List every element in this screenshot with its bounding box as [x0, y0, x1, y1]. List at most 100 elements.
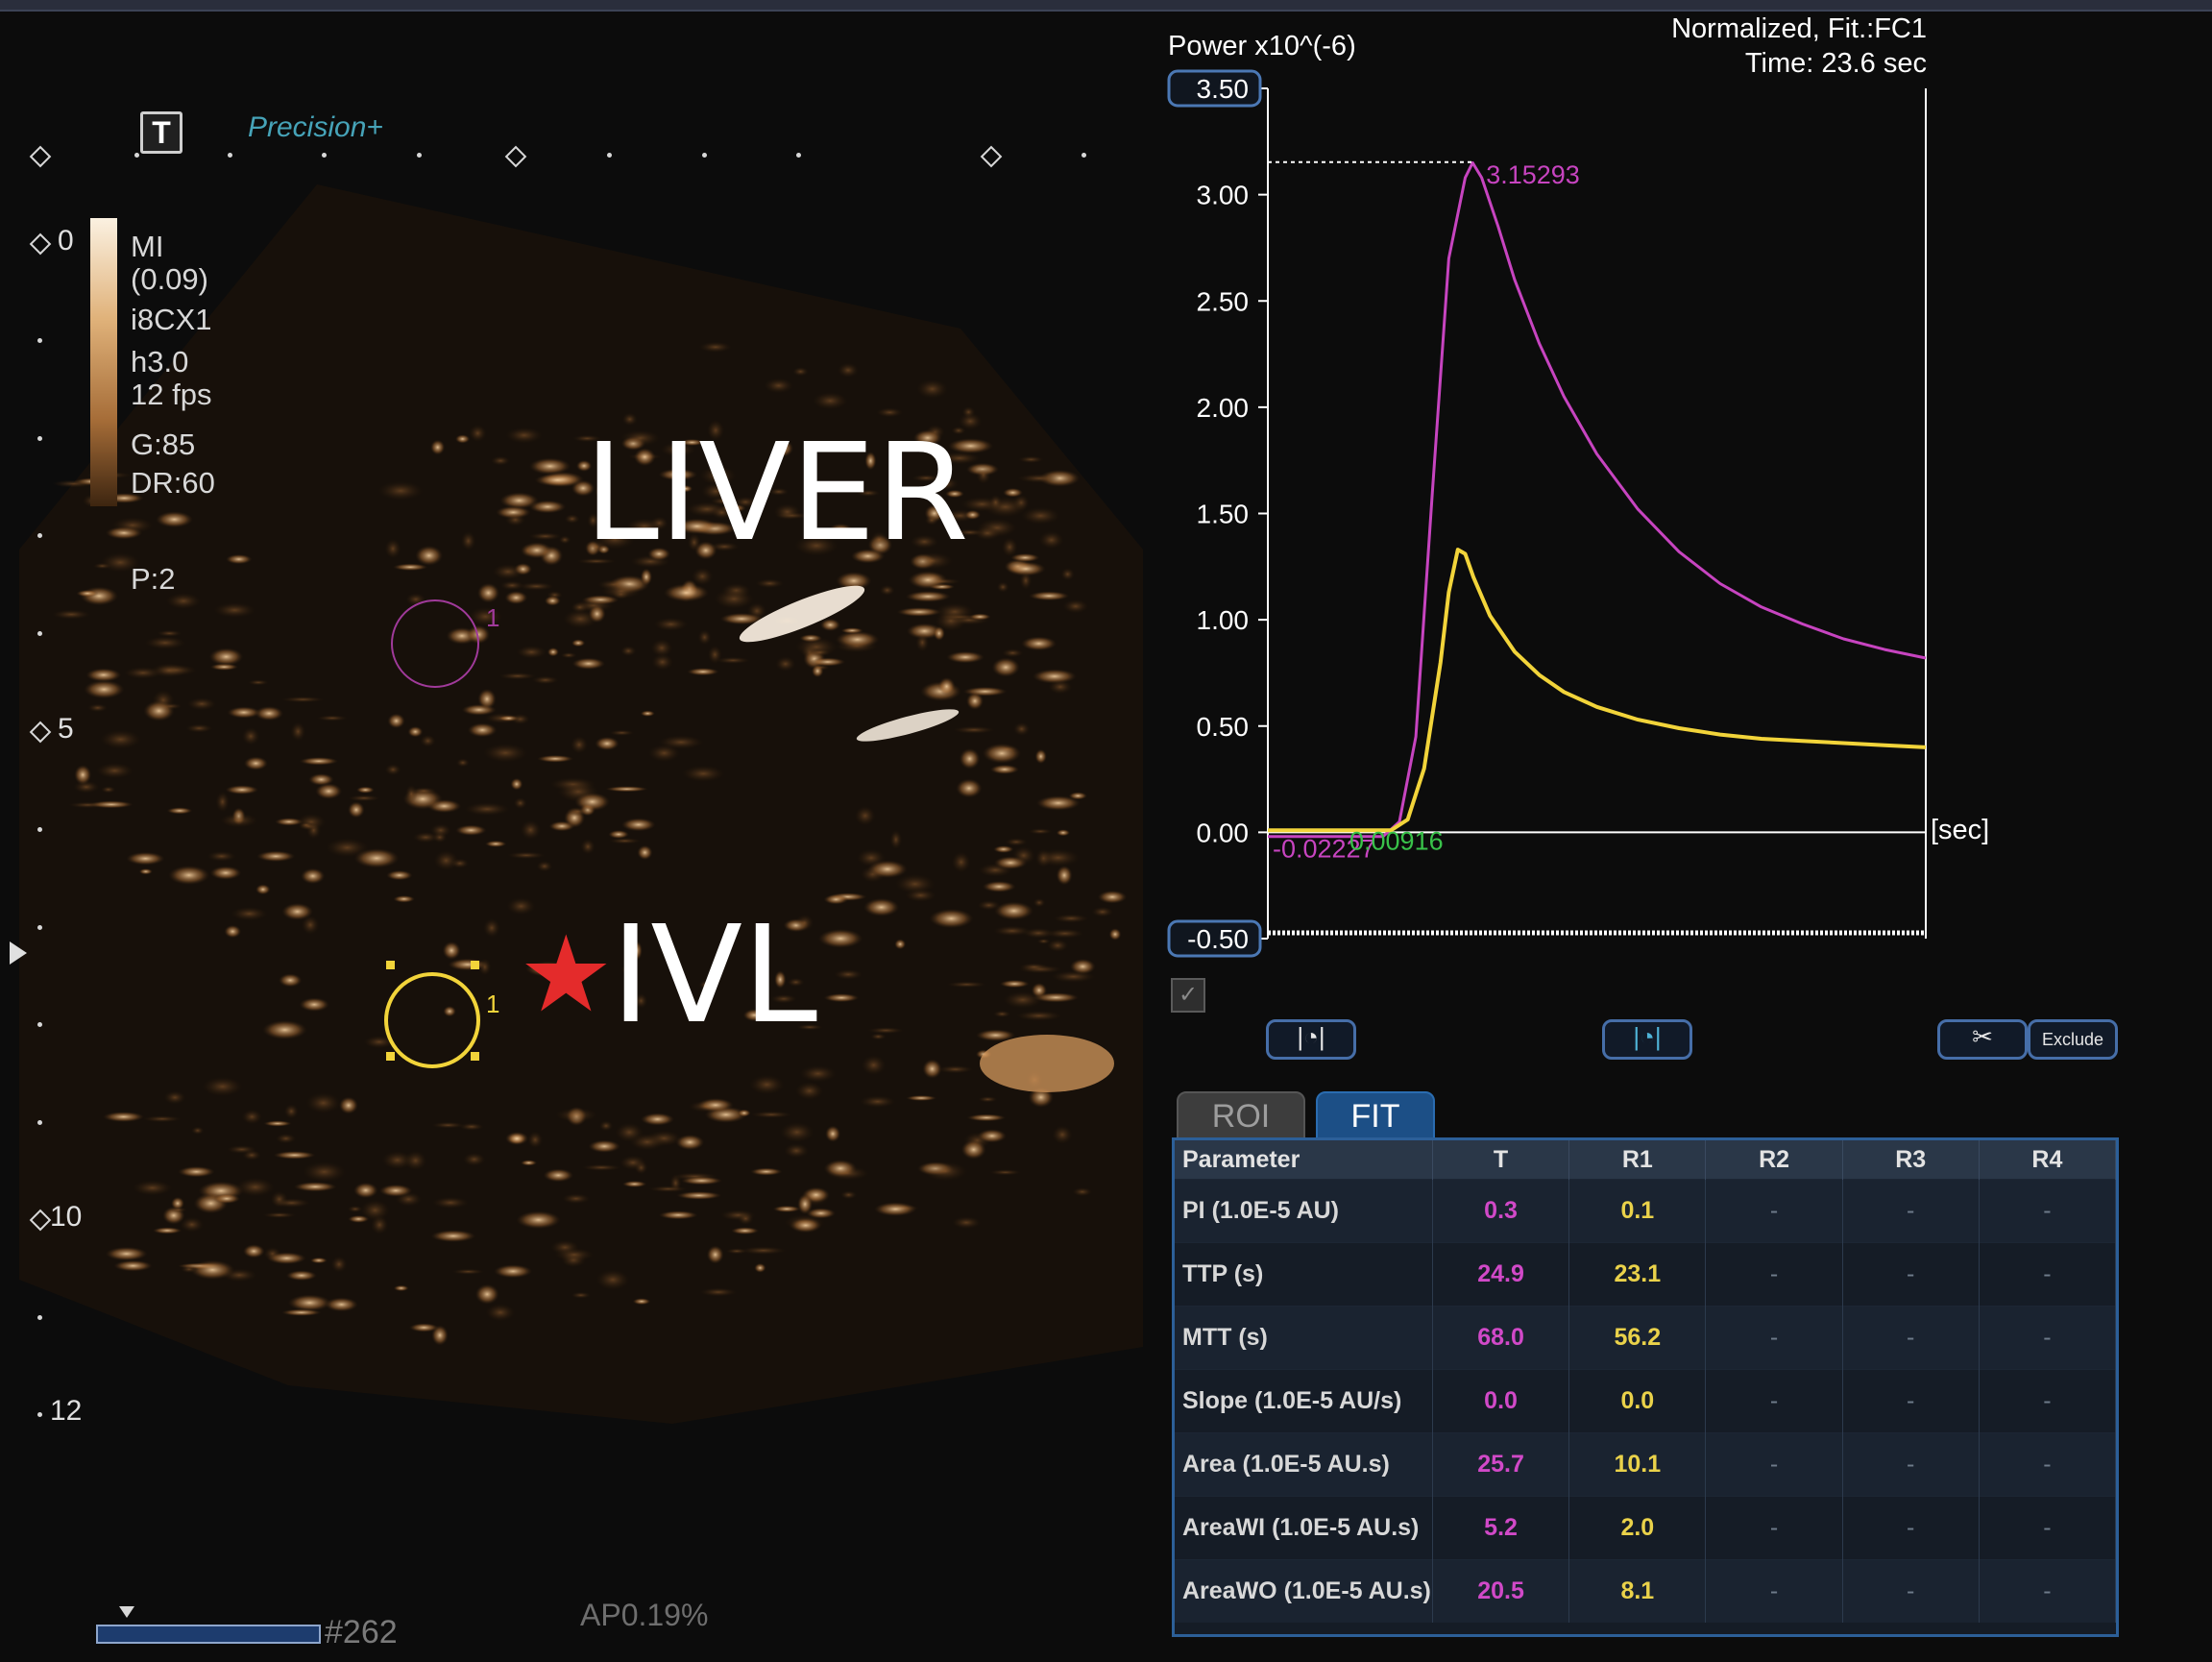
cine-scrollbar[interactable]	[96, 1625, 321, 1644]
star-marker-icon: ★	[519, 916, 614, 1034]
frame-number: #262	[325, 1614, 398, 1650]
liver-label: LIVER	[584, 415, 969, 572]
speckle	[755, 1010, 800, 1018]
speckle	[256, 850, 296, 863]
tab-fit[interactable]: FIT	[1316, 1091, 1435, 1141]
time-range-button[interactable]: |◔|	[1602, 1019, 1692, 1060]
text-tool-icon[interactable]: T	[140, 111, 182, 154]
acquisition-params: MI (0.09) i8CX1 h3.0 12 fps G:85 DR:60 P…	[131, 230, 215, 596]
roi-handle[interactable]	[471, 961, 479, 969]
speckle	[1032, 669, 1077, 684]
exclude-button[interactable]: Exclude	[2028, 1019, 2118, 1060]
y-tick-label: -0.50	[1187, 924, 1249, 954]
speckle	[922, 1059, 942, 1079]
speckle	[448, 958, 488, 971]
speckle	[105, 1246, 148, 1261]
speckle	[387, 713, 405, 729]
roi-handle[interactable]	[386, 961, 395, 969]
speckle	[581, 1163, 621, 1171]
speckle	[874, 1202, 917, 1216]
speckle	[299, 821, 313, 828]
speckle	[906, 1095, 937, 1101]
speckle	[1033, 897, 1046, 908]
speckle	[795, 1082, 824, 1100]
speckle	[968, 613, 991, 621]
speckle	[699, 1287, 738, 1297]
speckle	[916, 379, 948, 400]
parameter-value: -	[1705, 1242, 1843, 1307]
speckle	[608, 830, 629, 839]
speckle	[1011, 846, 1035, 865]
speckle	[355, 786, 375, 794]
speckle	[571, 657, 606, 670]
roi-circle-yellow[interactable]	[384, 972, 480, 1068]
speckle	[519, 581, 554, 591]
playhead-icon[interactable]	[119, 1606, 134, 1618]
speckle	[326, 838, 369, 858]
roi-handle[interactable]	[386, 1052, 395, 1061]
speckle	[454, 434, 471, 444]
speckle	[52, 609, 91, 620]
chart-checkbox[interactable]: ✓	[1171, 978, 1205, 1013]
speckle	[687, 533, 701, 551]
speckle	[227, 706, 261, 719]
speckle	[544, 596, 561, 606]
speckle	[263, 1120, 292, 1127]
speckle	[262, 1019, 307, 1040]
speckle	[1068, 792, 1088, 800]
speckle	[241, 1109, 262, 1125]
speckle	[772, 1205, 801, 1212]
speckle	[809, 648, 831, 656]
roi-handle[interactable]	[471, 1052, 479, 1061]
speckle	[231, 906, 268, 921]
speckle	[302, 1161, 347, 1183]
speckle	[663, 583, 710, 602]
speckle	[749, 1074, 785, 1095]
speckle	[235, 1177, 275, 1197]
speckle	[152, 1227, 182, 1234]
speckle	[213, 602, 256, 619]
tab-roi[interactable]: ROI	[1177, 1091, 1305, 1141]
speckle	[620, 429, 661, 447]
speckle	[660, 442, 696, 457]
speckle	[620, 646, 637, 657]
speckle	[923, 1161, 968, 1182]
speckle	[485, 1304, 516, 1322]
depth-dot	[37, 925, 42, 930]
parameter-value: -	[1705, 1306, 1843, 1370]
roi-circle-purple[interactable]	[391, 599, 479, 688]
speckle	[651, 653, 673, 671]
speckle	[576, 558, 617, 565]
speckle	[580, 839, 596, 855]
speckle	[1005, 838, 1028, 846]
speckle	[301, 915, 320, 935]
speckle	[528, 532, 562, 541]
table-row: Area (1.0E-5 AU.s) 25.7 10.1- - -	[1175, 1432, 2117, 1497]
speckle	[1108, 928, 1122, 941]
speckle	[1072, 1186, 1093, 1197]
rewind-clock-button[interactable]: |◔|	[1266, 1019, 1356, 1060]
parameter-value: -	[1842, 1432, 1980, 1497]
speckle	[215, 791, 230, 813]
parameter-value: -	[1979, 1559, 2117, 1623]
acoustic-power: AP0.19%	[580, 1598, 709, 1632]
depth-dot	[37, 631, 42, 636]
speckle	[609, 729, 635, 736]
speckle	[626, 518, 663, 535]
parameter-value: -	[1705, 1369, 1843, 1433]
speckle	[316, 715, 348, 721]
speckle	[658, 1210, 698, 1220]
table-header-row: Parameter T R1 R2 R3 R4	[1175, 1140, 2117, 1180]
cut-tool-button[interactable]: ✂	[1937, 1019, 2028, 1060]
speckle	[138, 868, 153, 875]
speckle	[209, 866, 242, 880]
speckle	[974, 525, 1001, 541]
speckle	[87, 703, 109, 713]
speckle	[993, 845, 1014, 853]
speckle	[731, 1227, 760, 1234]
speckle	[1019, 571, 1033, 590]
speckle	[266, 1252, 306, 1265]
tic-chart-panel: Power x10^(-6) Normalized, Fit.:FC1 Time…	[1157, 12, 2212, 1060]
speckle	[516, 1210, 561, 1230]
speckle	[799, 1064, 837, 1083]
